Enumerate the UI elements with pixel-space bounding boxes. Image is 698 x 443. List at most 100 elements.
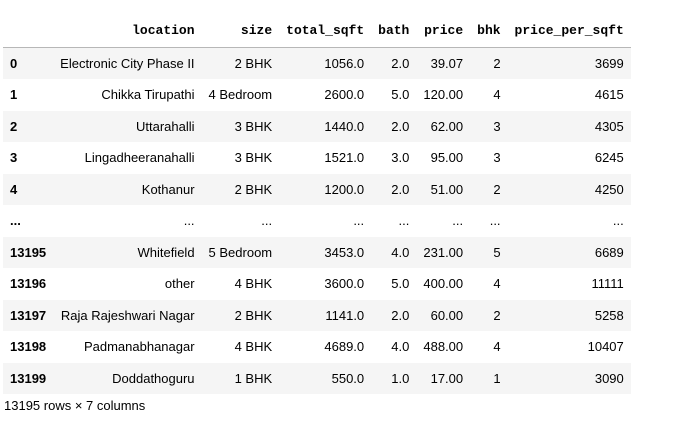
price-per-sqft-cell: 4305 xyxy=(594,118,624,134)
table-row: 13199 Doddathoguru 1 BHK 550.0 1.0 17.00 1 3090 xyxy=(3,362,631,394)
size-cell: 1 BHK xyxy=(234,370,273,386)
row-index: 2 xyxy=(10,118,18,134)
location-cell: Raja Rajeshwari Nagar xyxy=(60,307,195,323)
table-body: 0 Electronic City Phase II 2 BHK 1056.0 2.0 3… xyxy=(3,47,631,394)
size-cell: 2 BHK xyxy=(234,56,273,71)
bath-cell: 4.0 xyxy=(391,339,410,355)
bhk-cell: 4 xyxy=(493,339,501,355)
price-cell: 17.00 xyxy=(430,370,464,386)
location-cell: Electronic City Phase II xyxy=(60,56,195,71)
header-row: location size total_sqft bath price bhk … xyxy=(3,13,631,48)
bath-cell: 1.0 xyxy=(391,370,410,386)
table-row: 1 Chikka Tirupathi 4 Bedroom 2600.0 5.0 120.0… xyxy=(3,79,631,111)
price-cell: 39.07 xyxy=(430,56,464,71)
location-cell: Padmanabhanagar xyxy=(83,339,195,355)
price-per-sqft-cell: 3090 xyxy=(594,370,624,386)
row-index: 13198 xyxy=(10,339,47,355)
bath-cell: 3.0 xyxy=(391,150,410,166)
price-per-sqft-cell: ... xyxy=(612,213,624,229)
price-cell: ... xyxy=(452,213,464,229)
size-cell: 4 Bedroom xyxy=(208,87,273,103)
column-header-bhk: bhk xyxy=(470,13,508,48)
total-sqft-cell: 550.0 xyxy=(331,370,365,386)
column-header-price-per-sqft: price_per_sqft xyxy=(507,13,631,48)
size-cell: 4 BHK xyxy=(234,276,273,292)
row-count-summary: 13195 rows × 7 columns xyxy=(4,398,146,413)
size-cell: ... xyxy=(261,213,273,229)
price-per-sqft-cell: 10407 xyxy=(587,339,624,355)
total-sqft-cell: 4689.0 xyxy=(324,339,365,355)
table-row: 4 Kothanur 2 BHK 1200.0 2.0 51.00 2 4250 xyxy=(3,173,631,205)
row-index: 13196 xyxy=(10,276,47,292)
bhk-cell: 3 xyxy=(493,150,501,166)
size-cell: 4 BHK xyxy=(234,339,273,355)
location-cell: Uttarahalli xyxy=(136,118,195,134)
bhk-cell: 4 xyxy=(493,276,501,292)
column-header-size: size xyxy=(201,13,280,48)
location-cell: Kothanur xyxy=(141,181,195,197)
bhk-cell: 3 xyxy=(493,118,501,134)
bhk-cell: 2 xyxy=(493,181,501,197)
size-cell: 2 BHK xyxy=(234,307,273,323)
dataframe-output: location size total_sqft bath price bhk … xyxy=(3,13,631,394)
price-per-sqft-cell: 4615 xyxy=(594,87,624,103)
bath-cell: 2.0 xyxy=(391,118,410,134)
price-cell: 400.00 xyxy=(423,276,464,292)
table-row: 13197 Raja Rajeshwari Nagar 2 BHK 1141.0 2.0… xyxy=(3,299,631,331)
bath-cell: 5.0 xyxy=(391,87,410,103)
total-sqft-cell: 1141.0 xyxy=(325,307,365,323)
row-index: 3 xyxy=(10,150,18,166)
row-index: ... xyxy=(10,213,21,229)
price-cell: 51.00 xyxy=(430,181,464,197)
total-sqft-cell: 1056.0 xyxy=(324,56,365,71)
bath-cell: 4.0 xyxy=(391,244,410,260)
dataframe-table: location size total_sqft bath price bhk … xyxy=(3,13,631,394)
column-header-bath: bath xyxy=(371,13,417,48)
row-index: 13199 xyxy=(10,370,47,386)
location-cell: Doddathoguru xyxy=(112,370,195,386)
total-sqft-cell: 3453.0 xyxy=(324,244,365,260)
total-sqft-cell: 1440.0 xyxy=(324,118,365,134)
table-row: ........................ xyxy=(3,205,631,237)
location-cell: ... xyxy=(183,213,195,229)
bath-cell: 2.0 xyxy=(391,307,410,323)
row-index: 1 xyxy=(10,87,18,103)
location-cell: Whitefield xyxy=(137,244,195,260)
price-per-sqft-cell: 11111 xyxy=(591,276,624,292)
row-index: 13195 xyxy=(10,244,47,260)
table-row: 13198 Padmanabhanagar 4 BHK 4689.0 4.0 488.00… xyxy=(3,331,631,363)
column-header-total-sqft: total_sqft xyxy=(279,13,372,48)
column-header-location: location xyxy=(53,13,202,48)
location-cell: Lingadheeranahalli xyxy=(84,150,195,166)
index-header xyxy=(3,13,54,48)
size-cell: 2 BHK xyxy=(234,181,273,197)
price-cell: 488.00 xyxy=(423,339,464,355)
table-row: 13196 other 4 BHK 3600.0 5.0 400.00 4 11111 xyxy=(3,268,631,300)
row-index: 0 xyxy=(10,56,18,71)
total-sqft-cell: 1200.0 xyxy=(324,181,365,197)
size-cell: 3 BHK xyxy=(234,118,273,134)
price-per-sqft-cell: 3699 xyxy=(594,56,624,71)
column-header-price: price xyxy=(416,13,471,48)
size-cell: 3 BHK xyxy=(234,150,273,166)
price-cell: 62.00 xyxy=(430,118,464,134)
bath-cell: 2.0 xyxy=(391,181,410,197)
location-cell: other xyxy=(164,276,195,292)
table-row: 13195 Whitefield 5 Bedroom 3453.0 4.0 231.00 5… xyxy=(3,236,631,268)
row-index: 4 xyxy=(10,181,18,197)
price-cell: 231.00 xyxy=(423,244,464,260)
price-cell: 120.00 xyxy=(423,87,464,103)
size-cell: 5 Bedroom xyxy=(208,244,273,260)
price-per-sqft-cell: 5258 xyxy=(594,307,624,323)
price-per-sqft-cell: 6245 xyxy=(594,150,624,166)
table-row: 3 Lingadheeranahalli 3 BHK 1521.0 3.0 95.00 3 6… xyxy=(3,142,631,174)
bath-cell: 5.0 xyxy=(391,276,410,292)
bhk-cell: 5 xyxy=(493,244,501,260)
bhk-cell: ... xyxy=(489,213,501,229)
price-cell: 95.00 xyxy=(430,150,464,166)
row-index: 13197 xyxy=(10,307,47,323)
total-sqft-cell: 2600.0 xyxy=(324,87,365,103)
location-cell: Chikka Tirupathi xyxy=(101,87,195,103)
bhk-cell: 2 xyxy=(493,307,501,323)
bath-cell: 2.0 xyxy=(391,56,410,71)
